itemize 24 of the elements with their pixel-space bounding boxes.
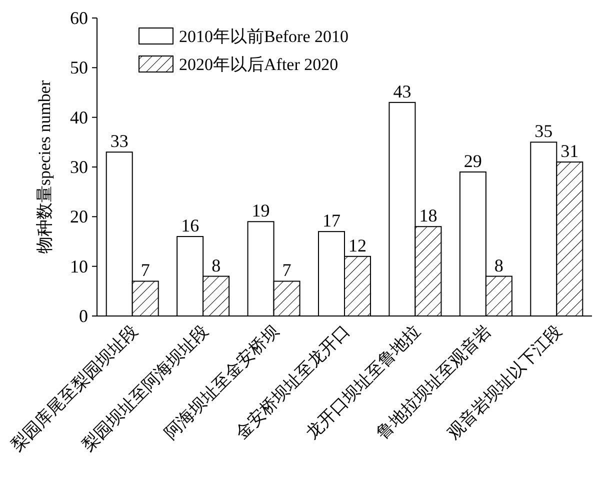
- data-label: 29: [464, 150, 482, 171]
- y-tick-label: 40: [70, 107, 88, 128]
- data-label: 8: [494, 255, 504, 276]
- y-tick-label: 0: [79, 306, 88, 326]
- y-tick-label: 20: [70, 206, 88, 227]
- data-label: 35: [534, 121, 553, 142]
- data-label: 19: [252, 200, 270, 221]
- data-label: 12: [348, 235, 366, 256]
- y-axis-title: 物种数量species number: [35, 80, 54, 254]
- data-label: 18: [419, 206, 438, 226]
- data-label: 33: [110, 131, 128, 152]
- data-label: 17: [322, 210, 340, 231]
- data-label: 43: [393, 81, 412, 102]
- y-tick-label: 60: [70, 8, 88, 28]
- data-label: 16: [181, 216, 200, 236]
- legend-label: 2020年以后After 2020: [179, 55, 338, 74]
- data-label: 7: [282, 260, 292, 280]
- legend-label: 2010年以前Before 2010: [179, 27, 349, 46]
- data-label: 8: [212, 255, 221, 276]
- y-tick-label: 50: [70, 58, 88, 78]
- y-tick-label: 10: [70, 256, 88, 276]
- y-tick-label: 30: [70, 157, 88, 177]
- data-label: 7: [140, 260, 150, 280]
- data-label: 31: [560, 141, 579, 162]
